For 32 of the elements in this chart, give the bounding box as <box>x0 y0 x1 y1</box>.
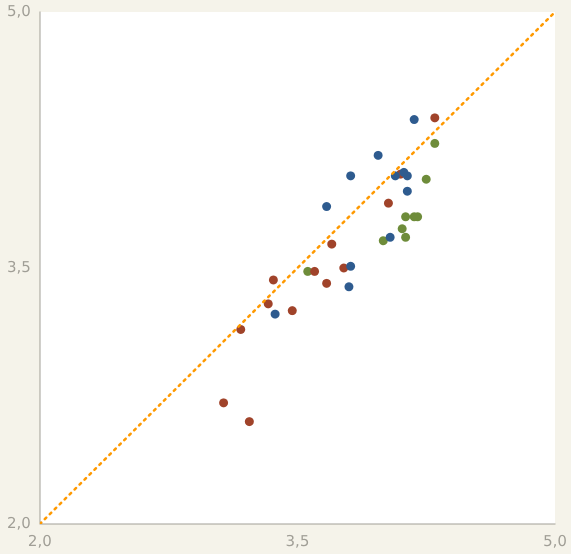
point <box>430 138 440 148</box>
point <box>310 266 320 276</box>
point <box>346 262 356 271</box>
point <box>378 236 388 246</box>
point <box>410 115 419 124</box>
point <box>219 398 228 408</box>
point <box>401 232 410 242</box>
x-tick-label: 2,0 <box>28 532 52 550</box>
point <box>402 171 412 180</box>
point <box>244 417 254 426</box>
point <box>401 212 410 222</box>
point <box>402 186 412 196</box>
point <box>344 282 354 292</box>
point <box>327 240 336 249</box>
point <box>322 202 332 212</box>
point <box>386 232 395 242</box>
point <box>270 310 280 319</box>
point <box>398 224 407 234</box>
point <box>384 198 393 208</box>
y-tick-label: 2,0 <box>6 514 31 532</box>
y-tick-label: 3,5 <box>6 258 31 276</box>
point <box>422 174 431 184</box>
x-tick-label: 5,0 <box>543 532 567 550</box>
point <box>346 171 356 180</box>
point <box>374 150 383 160</box>
point <box>264 299 273 308</box>
point <box>288 306 297 316</box>
point <box>322 278 332 288</box>
x-tick-label: 3,5 <box>286 532 310 550</box>
point <box>268 275 278 284</box>
y-tick-label: 5,0 <box>6 2 31 20</box>
point <box>430 113 440 122</box>
